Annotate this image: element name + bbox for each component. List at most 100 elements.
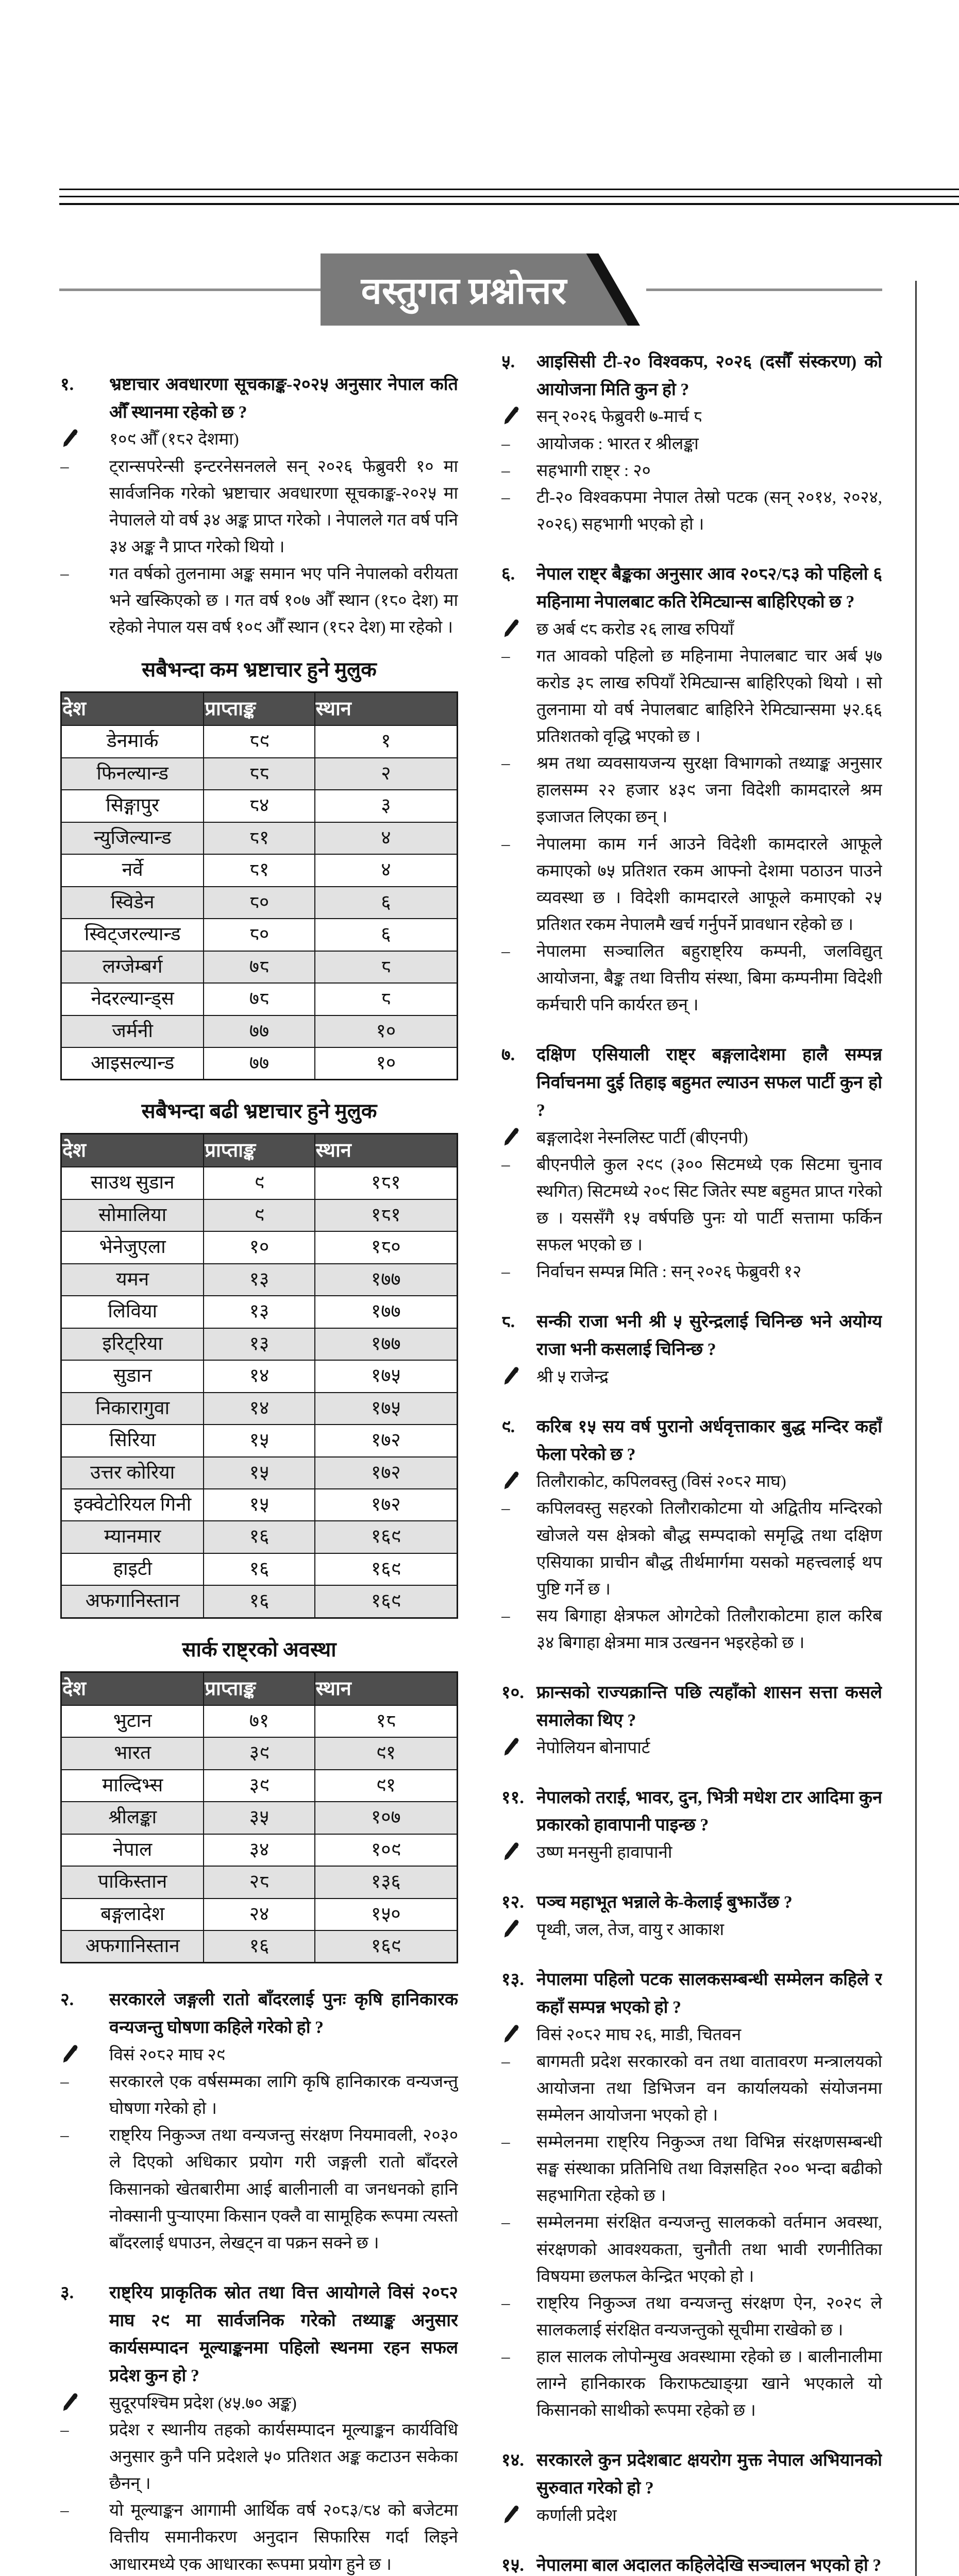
answer-marker xyxy=(501,616,536,643)
table-cell: आइसल्यान्ड xyxy=(60,1047,205,1080)
table-row: नेदरल्यान्ड्स ७८ ८ xyxy=(60,982,458,1016)
answer-marker xyxy=(60,2390,109,2417)
table-cell: इरिट्रिया xyxy=(60,1327,205,1361)
table-cell: ३९ xyxy=(203,1737,315,1770)
bullet-text: सरकारले एक वर्षसम्मका लागि कृषि हानिकारक… xyxy=(109,2073,458,2119)
question-row: २. सरकारले जङ्गली रातो बाँदरलाई पुनः कृष… xyxy=(60,1986,458,2041)
answer-marker xyxy=(501,1468,536,1495)
answer-text: कर्णाली प्रदेश xyxy=(536,2506,617,2525)
ranking-table: सबैभन्दा कम भ्रष्टाचार हुने मुलुक देश प्र… xyxy=(60,656,458,1081)
header-rule-left xyxy=(59,289,321,291)
table-cell: १३ xyxy=(203,1327,315,1361)
bullet-text: सहभागी राष्ट्र : २० xyxy=(536,461,651,480)
table-row: लिविया १३ १७७ xyxy=(60,1295,458,1329)
table-cell: हाइटी xyxy=(60,1552,205,1586)
table-cell: २८ xyxy=(203,1866,315,1899)
bullet-row: – टी-२० विश्वकपमा नेपाल तेस्रो पटक (सन् … xyxy=(501,484,882,538)
table-cell: १७७ xyxy=(314,1263,458,1297)
table-cell: उत्तर कोरिया xyxy=(60,1456,205,1490)
table-cell: ८१ xyxy=(203,821,315,855)
table-cell: १७७ xyxy=(314,1327,458,1361)
bullet-text: निर्वाचन सम्पन्न मिति : सन् २०२६ फेब्रुव… xyxy=(536,1263,802,1282)
question-text: करिब १५ सय वर्ष पुरानो अर्धवृत्ताकार बुद… xyxy=(536,1417,882,1464)
table-header-cell: स्थान xyxy=(314,1133,458,1168)
table-row: माल्दिभ्स ३९ ९१ xyxy=(60,1769,458,1803)
bullet-dash: – xyxy=(501,647,510,666)
table-cell: १८ xyxy=(314,1704,458,1738)
bullet-text: राष्ट्रिय निकुञ्ज तथा वन्यजन्तु संरक्षण … xyxy=(536,2294,882,2340)
bullet-text: गत आवको पहिलो छ महिनामा नेपालबाट चार अर्… xyxy=(536,647,882,746)
answer-row: तिलौराकोट, कपिलवस्तु (विसं २०८२ माघ) xyxy=(501,1468,882,1495)
question-row: १३. नेपालमा पहिलो पटक सालकसम्बन्धी सम्मे… xyxy=(501,1966,882,2021)
table-row: सिरिया १५ १७२ xyxy=(60,1424,458,1458)
bullet-dash: – xyxy=(501,461,510,480)
question-number: ३. xyxy=(60,2283,74,2302)
page-title: वस्तुगत प्रश्नोत्तर xyxy=(361,270,567,312)
table-row: जर्मनी ७७ १० xyxy=(60,1014,458,1048)
ranking-table: सबैभन्दा बढी भ्रष्टाचार हुने मुलुक देश प्… xyxy=(60,1098,458,1619)
table-row: सोमालिया ९ १८१ xyxy=(60,1198,458,1232)
table-header-cell: देश xyxy=(60,1671,205,1706)
question-block: १. भ्रष्टाचार अवधारणा सूचकाङ्क-२०२५ अनुस… xyxy=(60,371,458,1964)
question-number: १०. xyxy=(501,1683,524,1703)
question-text: नेपाल राष्ट्र बैङ्कका अनुसार आव २०८२/८३ … xyxy=(536,565,882,612)
table-cell: ७८ xyxy=(203,950,315,984)
table-cell: सिङ्गापुर xyxy=(60,789,205,823)
bullet-row: – निर्वाचन सम्पन्न मिति : सन् २०२६ फेब्र… xyxy=(501,1259,882,1285)
answer-text: तिलौराकोट, कपिलवस्तु (विसं २०८२ माघ) xyxy=(536,1472,786,1492)
answer-pen-icon xyxy=(504,619,519,637)
table-row: नर्वे ८१ ४ xyxy=(60,854,458,887)
answer-row: विसं २०८२ माघ २६, माडी, चितवन xyxy=(501,2022,882,2048)
table-cell: जर्मनी xyxy=(60,1014,205,1048)
bullet-dash: – xyxy=(60,457,69,476)
bullet-row: – प्रदेश र स्थानीय तहको कार्यसम्पादन मूल… xyxy=(60,2417,458,2497)
table-cell: लिविया xyxy=(60,1295,205,1329)
bullet-text: गत वर्षको तुलनामा अङ्क समान भए पनि नेपाल… xyxy=(109,565,458,637)
answer-text: पृथ्वी, जल, तेज, वायु र आकाश xyxy=(536,1921,725,1939)
table-cell: ८४ xyxy=(203,789,315,823)
bullet-dash: – xyxy=(60,2073,69,2092)
table-cell: सिरिया xyxy=(60,1424,205,1458)
table-header-cell: स्थान xyxy=(314,691,458,726)
question-block: ३. राष्ट्रिय प्राकृतिक स्रोत तथा वित्त आ… xyxy=(60,2279,458,2576)
answer-marker xyxy=(501,403,536,430)
table-cell: १८१ xyxy=(314,1198,458,1232)
question-block: ७. दक्षिण एसियाली राष्ट्र बङ्गलादेशमा हा… xyxy=(501,1041,882,1285)
bullet-row: – सम्मेलनमा संरक्षित वन्यजन्तु सालकको वर… xyxy=(501,2209,882,2290)
question-number: ५. xyxy=(501,352,515,371)
question-number: २. xyxy=(60,1990,74,2010)
bullet-text: नेपालमा काम गर्न आउने विदेशी कामदारले आफ… xyxy=(536,835,882,934)
question-block: २. सरकारले जङ्गली रातो बाँदरलाई पुनः कृष… xyxy=(60,1986,458,2256)
bullet-dash: – xyxy=(501,434,510,453)
table-header-row: देश प्राप्ताङ्क स्थान xyxy=(60,691,458,726)
question-text: फ्रान्सको राज्यक्रान्ति पछि त्यहाँको शास… xyxy=(536,1683,882,1730)
table-cell: नेपाल xyxy=(60,1833,205,1867)
top-rule-1 xyxy=(59,189,959,190)
table-row: पाकिस्तान २८ १३६ xyxy=(60,1866,458,1899)
table-cell: १५ xyxy=(203,1456,315,1490)
bullet-text: सम्मेलनमा राष्ट्रिय निकुञ्ज तथा विभिन्न … xyxy=(536,2133,882,2206)
question-text: नेपालको तराई, भावर, दुन, भित्री मधेश टार… xyxy=(536,1788,882,1835)
table-cell: १० xyxy=(314,1047,458,1080)
table-cell: १५ xyxy=(203,1424,315,1458)
question-block: ११. नेपालको तराई, भावर, दुन, भित्री मधेश… xyxy=(501,1784,882,1867)
bullet-text: कपिलवस्तु सहरको तिलौराकोटमा यो अद्वितीय … xyxy=(536,1499,882,1599)
table: देश प्राप्ताङ्क स्थान डेनमार्क ८९ १ फिनल्यान्… xyxy=(60,691,458,1081)
bullet-row: – आयोजक : भारत र श्रीलङ्का xyxy=(501,431,882,457)
bullet-row: – श्रम तथा व्यवसायजन्य सुरक्षा विभागको त… xyxy=(501,750,882,831)
table-header-cell: प्राप्ताङ्क xyxy=(203,1671,315,1706)
table-cell: १६ xyxy=(203,1520,315,1554)
table-cell: ८९ xyxy=(203,725,315,758)
table-cell: फिनल्यान्ड xyxy=(60,757,205,791)
bullet-row: – नेपालमा काम गर्न आउने विदेशी कामदारले … xyxy=(501,831,882,939)
table-cell: सुडान xyxy=(60,1360,205,1393)
table-cell: १७२ xyxy=(314,1488,458,1522)
question-text: नेपालमा बाल अदालत कहिलेदेखि सञ्चालन भएको… xyxy=(536,2556,882,2575)
table-cell: नेदरल्यान्ड्स xyxy=(60,982,205,1016)
left-column: १. भ्रष्टाचार अवधारणा सूचकाङ्क-२०२५ अनुस… xyxy=(60,371,458,2576)
table-cell: १० xyxy=(203,1231,315,1264)
question-number: ९. xyxy=(501,1417,515,1436)
answer-marker xyxy=(60,426,109,453)
ranking-table: सार्क राष्ट्रको अवस्था देश प्राप्ताङ्क स्थ… xyxy=(60,1636,458,1964)
bullet-text: प्रदेश र स्थानीय तहको कार्यसम्पादन मूल्य… xyxy=(109,2420,458,2494)
